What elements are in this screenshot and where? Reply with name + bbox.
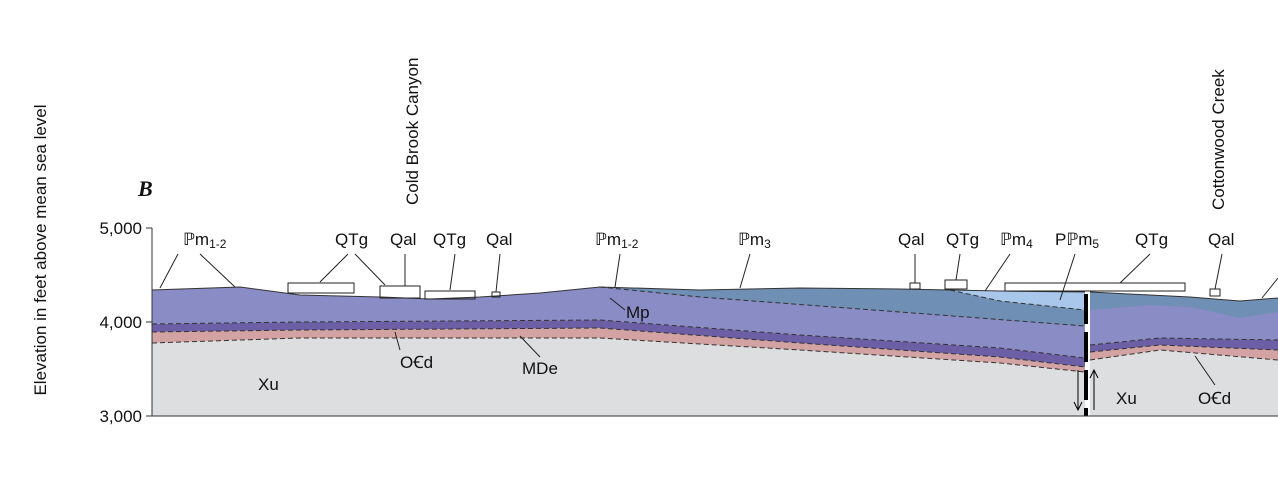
- unit-symbol: QTg: [335, 230, 368, 249]
- unit-symbol: ℙm: [183, 230, 209, 249]
- unit-label: QTg: [946, 230, 979, 249]
- unit-symbol: Qal: [1208, 230, 1234, 249]
- unit-label: Mp: [626, 303, 650, 322]
- unit-subscript: 1-2: [209, 237, 227, 251]
- unit-symbol: ℙm: [738, 230, 764, 249]
- unit-symbol: Qal: [898, 230, 924, 249]
- unit-label: ℙm4: [1000, 230, 1033, 251]
- unit-label: Qal: [390, 230, 416, 249]
- place-name: Cold Brook Canyon: [403, 58, 422, 205]
- section-letter: B: [137, 176, 153, 201]
- unit-label: Qal: [898, 230, 924, 249]
- unit-label: QTg: [335, 230, 368, 249]
- unit-symbol: QTg: [433, 230, 466, 249]
- unit-subscript: 4: [1026, 237, 1033, 251]
- unit-label: QTg: [433, 230, 466, 249]
- unit-symbol: Pℙm: [1055, 230, 1092, 249]
- unit-label: ℙm1-2: [183, 230, 227, 251]
- unit-label: MDe: [522, 359, 558, 378]
- unit-label: ℙm3: [738, 230, 771, 251]
- unit-label: OꞒd: [400, 353, 433, 372]
- axis-label: Elevation in feet above mean sea level: [31, 104, 50, 395]
- unit-label: Pℙm5: [1055, 230, 1099, 251]
- unit-symbol: Qal: [390, 230, 416, 249]
- layers: [152, 287, 1278, 416]
- place-name: Cottonwood Creek: [1209, 69, 1228, 210]
- unit-label: Qal: [486, 230, 512, 249]
- unit-subscript: 5: [1092, 237, 1099, 251]
- unit-label: Xu: [258, 375, 279, 394]
- unit-label: QTg: [1135, 230, 1168, 249]
- unit-label: Xu: [1116, 389, 1137, 408]
- unit-label: Qal: [1208, 230, 1234, 249]
- tick-label: 5,000: [99, 219, 142, 238]
- unit-subscript: 1-2: [621, 237, 639, 251]
- tick-label: 4,000: [99, 313, 142, 332]
- unit-symbol: QTg: [946, 230, 979, 249]
- page: {"section": {"letter": "B", "axis": {"la…: [0, 0, 1278, 497]
- unit-symbol: ℙm: [1000, 230, 1026, 249]
- unit-label: OꞒd: [1198, 389, 1231, 408]
- unit-symbol: QTg: [1135, 230, 1168, 249]
- unit-subscript: 3: [764, 237, 771, 251]
- cross-section: B Elevation in feet above mean sea level…: [0, 0, 1278, 497]
- unit-label: ℙm1-2: [595, 230, 639, 251]
- unit-symbol: Qal: [486, 230, 512, 249]
- unit-symbol: ℙm: [595, 230, 621, 249]
- tick-label: 3,000: [99, 407, 142, 426]
